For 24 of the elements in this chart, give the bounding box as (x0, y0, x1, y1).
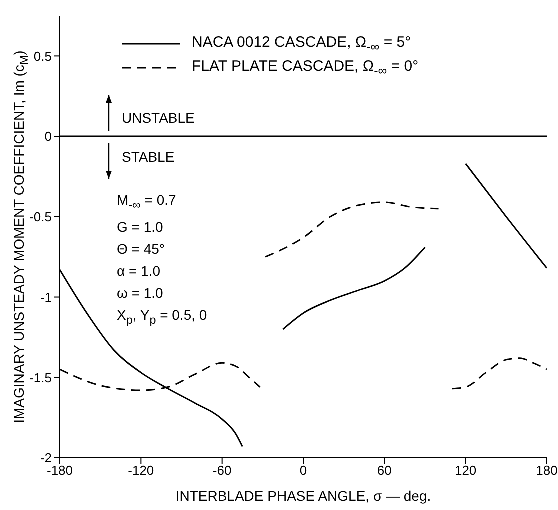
x-tick-label: -180 (46, 463, 74, 478)
annotation: G = 1.0 (117, 218, 164, 238)
annotation: X$_{p}$, Y$_{p}$ = 0.5, 0 (117, 306, 208, 330)
x-tick-label: 0 (300, 463, 308, 478)
x-tick-label: 120 (454, 463, 477, 478)
annotation: α = 1.0 (117, 262, 162, 282)
annotation: UNSTABLE (122, 110, 195, 126)
annotation: M$_{-∞}$ = 0.7 (117, 190, 178, 214)
y-tick-label: -1 (40, 290, 52, 305)
annotation: Θ = 45° (117, 240, 166, 260)
legend-label: NACA 0012 CASCADE, Ω$_{-∞}$ = 5° (192, 34, 412, 54)
y-tick-label: 0 (44, 129, 52, 144)
x-tick-label: -60 (212, 463, 232, 478)
x-tick-label: 60 (377, 463, 392, 478)
x-tick-label: 180 (536, 463, 558, 478)
x-axis-title: INTERBLADE PHASE ANGLE, σ — deg. (174, 488, 432, 504)
annotation: ω = 1.0 (117, 284, 164, 304)
legend-label: FLAT PLATE CASCADE, Ω$_{-∞}$ = 0° (192, 58, 419, 78)
y-tick-label: -1.5 (30, 370, 52, 386)
y-tick-label: 0.5 (34, 48, 52, 64)
annotation: STABLE (122, 148, 175, 165)
x-tick-label: -120 (128, 463, 154, 478)
y-tick-label: -2 (40, 450, 52, 466)
y-tick-label: -0.5 (30, 210, 52, 225)
